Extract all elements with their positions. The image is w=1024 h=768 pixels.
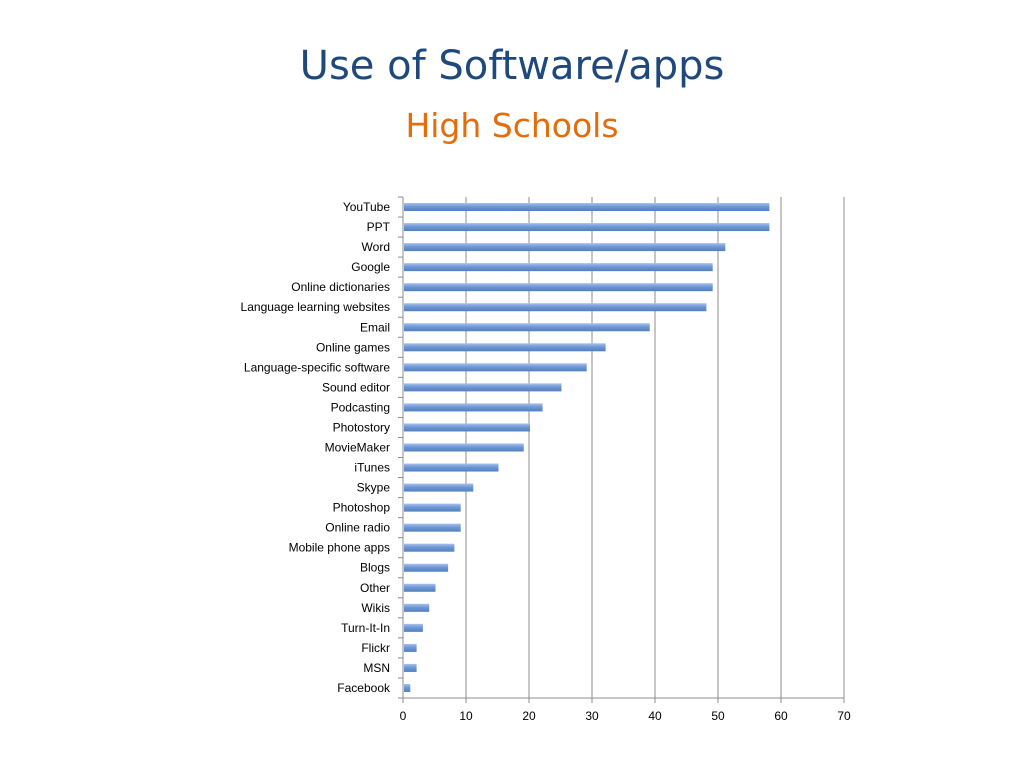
category-label: Wikis: [361, 601, 390, 615]
category-label: Blogs: [360, 561, 390, 575]
x-tick-label-60: 60: [774, 709, 788, 723]
slide-subtitle: High Schools: [405, 106, 619, 145]
bar-language-learning-websites: [404, 303, 707, 312]
category-label: Mobile phone apps: [289, 541, 390, 555]
x-tick-label-50: 50: [711, 709, 725, 723]
category-label: Flickr: [361, 641, 390, 655]
category-label: Email: [360, 320, 390, 334]
bar-turn-it-in: [404, 623, 423, 632]
category-label: Google: [351, 260, 390, 274]
category-label: Photostory: [333, 420, 390, 434]
category-labels: YouTube PPT Word Google Online dictionaries L…: [241, 200, 391, 695]
category-label: Podcasting: [331, 400, 390, 414]
bar-online-dictionaries: [404, 283, 713, 292]
bar-word: [404, 243, 726, 252]
slide-title: Use of Software/apps: [299, 43, 725, 89]
category-label: Skype: [357, 481, 391, 495]
x-tick-label-70: 70: [837, 709, 851, 723]
bar-language-specific-software: [404, 363, 587, 372]
x-tick-label-30: 30: [585, 709, 599, 723]
category-label: PPT: [367, 220, 391, 234]
bar-photostory: [404, 423, 530, 432]
bar-blogs: [404, 563, 449, 572]
category-label: Language-specific software: [244, 360, 390, 374]
category-label: Photoshop: [333, 501, 391, 515]
bar-youtube: [404, 203, 770, 212]
bar-online-radio: [404, 523, 461, 532]
bar-other: [404, 583, 436, 592]
bar-mobile-phone-apps: [404, 543, 455, 552]
category-label: YouTube: [343, 200, 390, 214]
bar-ppt: [404, 223, 770, 232]
axes: [398, 196, 845, 703]
category-label: MSN: [363, 661, 390, 675]
category-label: MovieMaker: [325, 441, 390, 455]
bar-photoshop: [404, 503, 461, 512]
bar-flickr: [404, 643, 417, 652]
category-label: Language learning websites: [241, 300, 390, 314]
x-tick-label-10: 10: [459, 709, 473, 723]
bars: [404, 203, 770, 692]
category-label: Online games: [316, 340, 390, 354]
bar-wikis: [404, 603, 430, 612]
bar-itunes: [404, 463, 499, 472]
category-label: Facebook: [337, 681, 391, 695]
category-label: iTunes: [354, 461, 390, 475]
bar-skype: [404, 483, 474, 492]
gridlines: [465, 197, 845, 698]
bar-sound-editor: [404, 383, 562, 392]
x-tick-label-20: 20: [522, 709, 536, 723]
bar-google: [404, 263, 713, 272]
bar-podcasting: [404, 403, 543, 412]
x-tick-label-0: 0: [400, 709, 407, 723]
category-label: Online dictionaries: [291, 280, 390, 294]
x-tick-labels: 0 10 20 30 40 50 60 70: [400, 709, 851, 723]
category-label: Other: [360, 581, 390, 595]
bar-moviemaker: [404, 443, 524, 452]
bar-email: [404, 323, 650, 332]
category-label: Word: [362, 240, 390, 254]
bar-msn: [404, 663, 417, 672]
category-label: Turn-It-In: [341, 621, 390, 635]
bar-online-games: [404, 343, 606, 352]
x-tick-label-40: 40: [648, 709, 662, 723]
bar-facebook: [404, 683, 411, 692]
category-label: Sound editor: [322, 380, 390, 394]
category-label: Online radio: [325, 521, 390, 535]
